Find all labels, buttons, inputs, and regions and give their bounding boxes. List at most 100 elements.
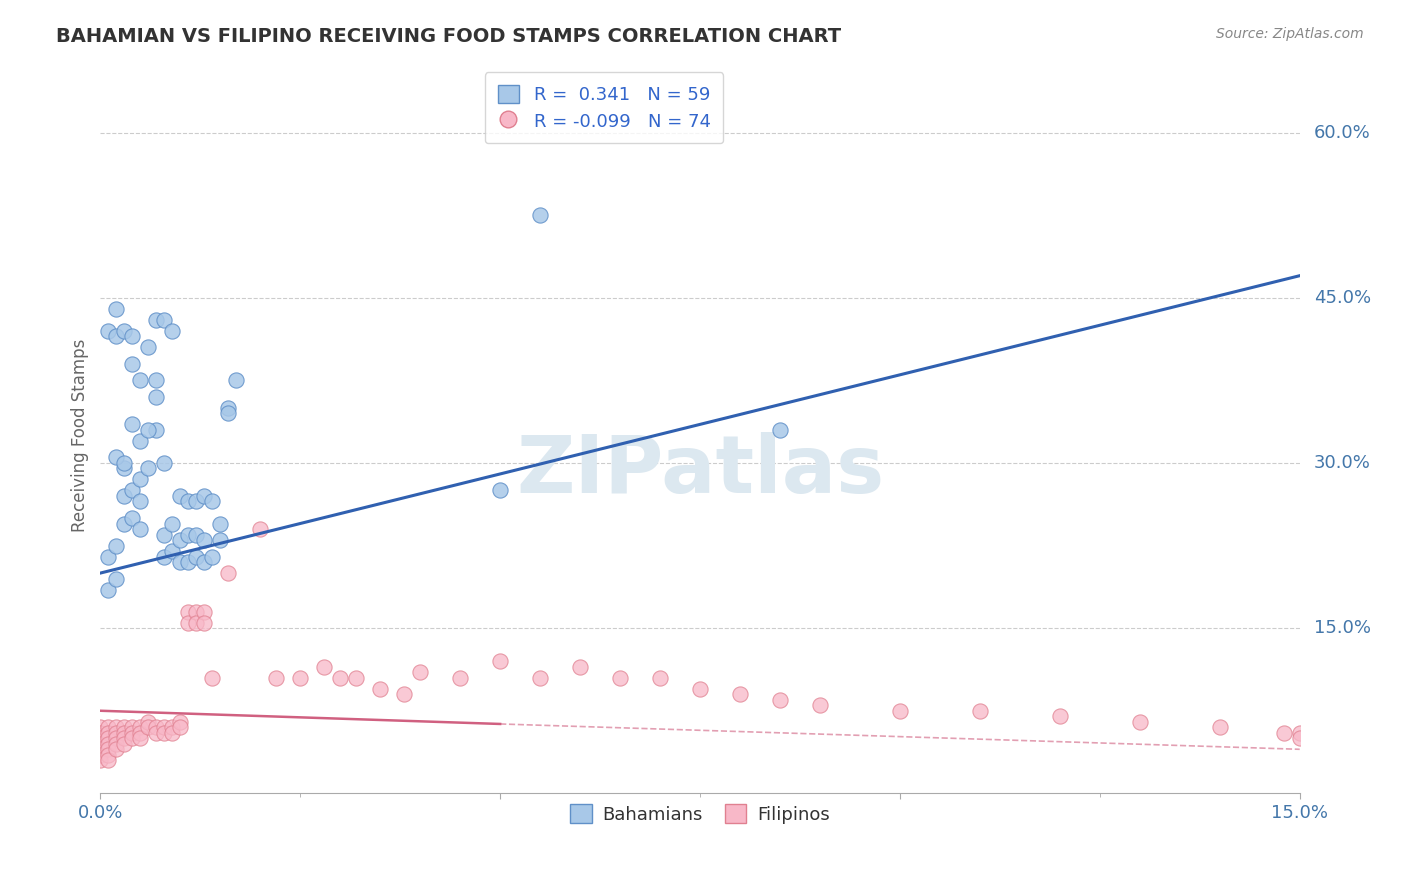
Point — [1209, 720, 1232, 734]
Point — [569, 659, 592, 673]
Point — [489, 483, 512, 498]
Point — [112, 456, 135, 470]
Point — [105, 329, 128, 343]
Point — [105, 737, 128, 751]
Point — [209, 516, 232, 531]
Point — [249, 522, 271, 536]
Point — [314, 659, 336, 673]
Point — [129, 720, 152, 734]
Point — [89, 731, 111, 746]
Point — [129, 473, 152, 487]
Point — [162, 324, 184, 338]
Point — [290, 671, 312, 685]
Point — [169, 489, 191, 503]
Point — [105, 539, 128, 553]
Point — [186, 615, 208, 630]
Text: ZIPatlas: ZIPatlas — [516, 433, 884, 510]
Point — [97, 324, 120, 338]
Point — [136, 423, 159, 437]
Point — [609, 671, 631, 685]
Point — [1129, 714, 1152, 729]
Text: 45.0%: 45.0% — [1315, 289, 1371, 307]
Point — [162, 516, 184, 531]
Point — [177, 605, 200, 619]
Point — [889, 704, 911, 718]
Point — [136, 714, 159, 729]
Point — [186, 494, 208, 508]
Point — [201, 494, 224, 508]
Point — [769, 423, 792, 437]
Text: Source: ZipAtlas.com: Source: ZipAtlas.com — [1216, 27, 1364, 41]
Point — [145, 373, 167, 387]
Point — [112, 725, 135, 739]
Point — [648, 671, 671, 685]
Point — [121, 731, 143, 746]
Point — [129, 725, 152, 739]
Point — [489, 654, 512, 668]
Point — [89, 742, 111, 756]
Point — [808, 698, 831, 713]
Point — [169, 555, 191, 569]
Point — [112, 489, 135, 503]
Point — [112, 720, 135, 734]
Point — [89, 725, 111, 739]
Point — [153, 527, 176, 541]
Point — [392, 687, 415, 701]
Point — [112, 461, 135, 475]
Point — [368, 681, 391, 696]
Point — [209, 533, 232, 547]
Point — [105, 742, 128, 756]
Point — [129, 522, 152, 536]
Point — [121, 357, 143, 371]
Point — [1049, 709, 1071, 723]
Point — [186, 605, 208, 619]
Point — [217, 566, 239, 580]
Point — [97, 737, 120, 751]
Point — [769, 692, 792, 706]
Point — [121, 417, 143, 432]
Point — [105, 301, 128, 316]
Point — [193, 615, 215, 630]
Point — [177, 527, 200, 541]
Point — [529, 671, 551, 685]
Point — [217, 406, 239, 420]
Point — [97, 747, 120, 762]
Point — [145, 423, 167, 437]
Point — [136, 720, 159, 734]
Point — [112, 737, 135, 751]
Point — [97, 582, 120, 597]
Point — [728, 687, 751, 701]
Point — [145, 725, 167, 739]
Point — [121, 329, 143, 343]
Point — [121, 725, 143, 739]
Point — [193, 555, 215, 569]
Point — [1272, 725, 1295, 739]
Point — [1288, 731, 1310, 746]
Point — [105, 720, 128, 734]
Point — [145, 390, 167, 404]
Point — [145, 312, 167, 326]
Point — [153, 720, 176, 734]
Point — [1288, 725, 1310, 739]
Point — [529, 208, 551, 222]
Point — [112, 731, 135, 746]
Point — [145, 720, 167, 734]
Point — [201, 671, 224, 685]
Point — [153, 456, 176, 470]
Point — [169, 533, 191, 547]
Point — [169, 714, 191, 729]
Point — [129, 373, 152, 387]
Point — [105, 572, 128, 586]
Point — [136, 461, 159, 475]
Point — [97, 753, 120, 767]
Point — [129, 494, 152, 508]
Point — [153, 549, 176, 564]
Point — [105, 731, 128, 746]
Text: BAHAMIAN VS FILIPINO RECEIVING FOOD STAMPS CORRELATION CHART: BAHAMIAN VS FILIPINO RECEIVING FOOD STAM… — [56, 27, 841, 45]
Text: 30.0%: 30.0% — [1315, 454, 1371, 472]
Point — [97, 725, 120, 739]
Point — [97, 549, 120, 564]
Point — [105, 450, 128, 465]
Point — [177, 615, 200, 630]
Point — [129, 731, 152, 746]
